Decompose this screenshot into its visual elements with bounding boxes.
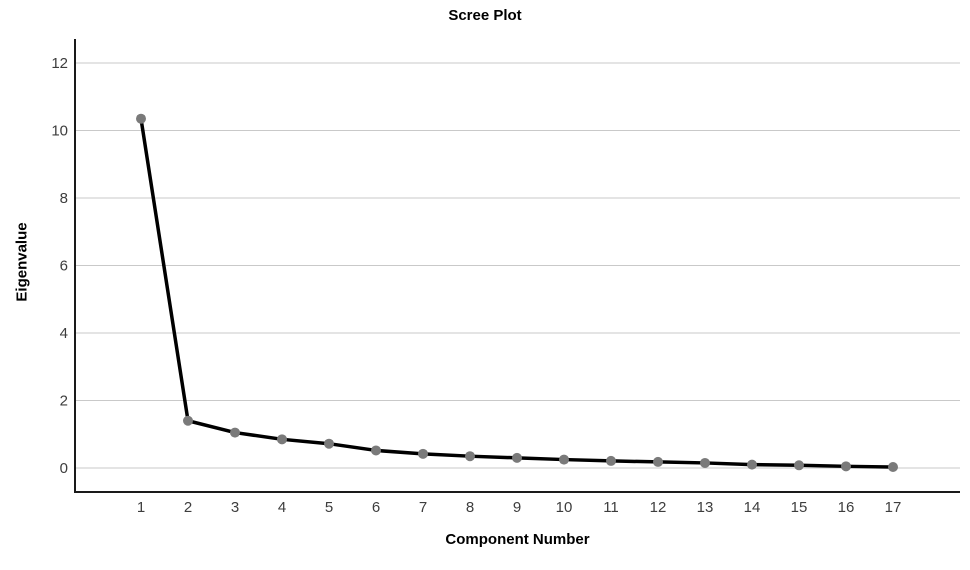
x-axis-title: Component Number (445, 531, 590, 548)
x-tick-label-11: 11 (603, 499, 619, 516)
chart-title: Scree Plot (448, 7, 522, 24)
data-point-5 (324, 438, 334, 449)
x-tick-label-2: 2 (184, 499, 192, 516)
scree-line (139, 116, 895, 469)
data-point-3 (230, 427, 240, 438)
data-point-7 (418, 448, 428, 459)
x-tick-label-13: 13 (697, 499, 714, 516)
x-tick-label-7: 7 (419, 499, 427, 516)
x-tick-label-6: 6 (372, 499, 380, 516)
x-tick-label-1: 1 (137, 499, 145, 516)
data-point-10 (559, 454, 569, 465)
y-tick-label-0: 0 (60, 460, 68, 477)
data-point-4 (277, 434, 287, 445)
x-tick-label-10: 10 (556, 499, 573, 516)
x-tick-label-8: 8 (466, 499, 474, 516)
x-tick-label-17: 17 (885, 499, 902, 516)
x-tick-label-14: 14 (744, 499, 761, 516)
x-tick-label-12: 12 (650, 499, 667, 516)
y-tick-label-4: 4 (60, 325, 68, 342)
y-tick-label-8: 8 (60, 190, 68, 207)
data-point-9 (512, 452, 522, 463)
x-tick-label-16: 16 (838, 499, 855, 516)
data-point-8 (465, 451, 475, 462)
x-tick-label-4: 4 (278, 499, 286, 516)
y-tick-label-10: 10 (51, 123, 68, 140)
data-point-14 (747, 459, 757, 470)
data-point-13 (700, 457, 710, 468)
data-point-16 (841, 461, 851, 472)
data-point-1 (136, 113, 146, 124)
data-point-2 (183, 415, 193, 426)
data-point-12 (653, 456, 663, 467)
data-point-6 (371, 445, 381, 456)
y-tick-label-2: 2 (60, 393, 68, 410)
x-tick-label-9: 9 (513, 499, 521, 516)
x-tick-label-15: 15 (791, 499, 808, 516)
y-tick-label-12: 12 (51, 55, 68, 72)
x-tick-label-5: 5 (325, 499, 333, 516)
data-point-17 (888, 461, 898, 472)
data-point-15 (794, 460, 804, 471)
y-tick-label-6: 6 (60, 258, 68, 275)
x-tick-label-3: 3 (231, 499, 239, 516)
data-point-11 (606, 455, 616, 466)
